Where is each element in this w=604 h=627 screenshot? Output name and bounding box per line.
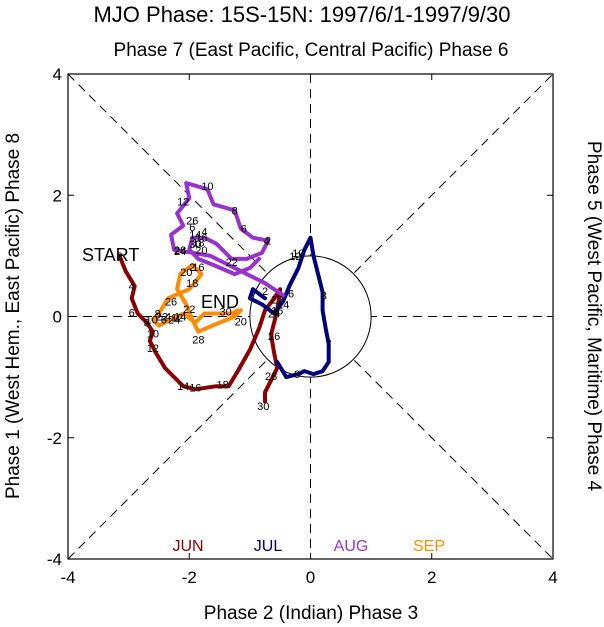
series-lines (117, 181, 331, 404)
day-label: 4 (264, 236, 270, 248)
day-label: 30 (220, 307, 232, 319)
day-label: 30 (257, 401, 269, 413)
day-label: 22 (226, 257, 238, 269)
legend-jul: JUL (254, 538, 283, 555)
day-label: 8 (144, 318, 150, 330)
diagonal-line (67, 73, 554, 560)
day-label: 10 (146, 315, 158, 327)
day-label: 8 (155, 308, 161, 320)
day-label: 10 (201, 181, 213, 193)
day-label: 4 (165, 312, 171, 324)
x-tick-label: -2 (182, 568, 197, 587)
day-label: 20 (180, 267, 192, 279)
day-label: 30 (189, 239, 201, 251)
day-label: 28 (192, 335, 204, 347)
day-label: 16 (192, 262, 204, 274)
day-label: 2 (189, 262, 195, 274)
x-tick-label: 0 (306, 568, 315, 587)
day-label: 6 (288, 288, 294, 300)
right-phase-label: Phase 5 (West Pacific, Maritime) Phase 4 (583, 141, 604, 492)
left-phase-label: Phase 1 (West Hem., East Pacific) Phase … (3, 133, 24, 499)
day-label: 14 (277, 299, 289, 311)
day-label: 2 (265, 236, 271, 248)
day-label: 18 (216, 379, 228, 391)
day-label: 14 (189, 230, 201, 242)
day-label: 28 (265, 371, 277, 383)
legend-aug: AUG (334, 538, 369, 555)
day-label: 12 (171, 313, 183, 325)
end-label: END (201, 292, 239, 312)
series-line-jun (117, 253, 283, 404)
day-label: 16 (189, 382, 201, 394)
start-label: START (82, 245, 139, 265)
day-label: 24 (268, 308, 280, 320)
day-label: 22 (183, 304, 195, 316)
day-label: 24 (174, 246, 186, 258)
day-label: 12 (289, 251, 301, 263)
day-label: 18 (192, 238, 204, 250)
day-label: 28 (174, 245, 186, 257)
day-label: 4 (201, 227, 207, 239)
day-label: 6 (241, 224, 247, 236)
day-label: 14 (174, 312, 186, 324)
day-label: 2 (116, 251, 122, 263)
day-label: 6 (129, 307, 135, 319)
x-tick-label: 4 (548, 568, 557, 587)
y-tick-label: -4 (47, 550, 62, 569)
day-label: 20 (195, 245, 207, 257)
series-line-sep (150, 263, 243, 334)
day-label: 16 (195, 233, 207, 245)
day-label: 10 (147, 328, 159, 340)
day-label: 26 (186, 216, 198, 228)
day-label: 12 (147, 343, 159, 355)
x-tick-label: 2 (427, 568, 436, 587)
day-label: 20 (235, 316, 247, 328)
phase-guides (67, 73, 554, 560)
day-label: 22 (271, 295, 283, 307)
day-label: 16 (271, 305, 283, 317)
unit-circle (249, 255, 372, 378)
y-tick-label: 0 (53, 308, 62, 327)
day-label: 24 (168, 315, 180, 327)
day-label: 6 (161, 315, 167, 327)
day-label: 7 (326, 339, 332, 351)
day-label: 26 (165, 296, 177, 308)
series-line-aug (169, 181, 286, 298)
y-tick-label: 2 (53, 186, 62, 205)
series-line-jul (247, 235, 331, 380)
day-label: 2 (262, 286, 268, 298)
bottom-phase-label: Phase 2 (Indian) Phase 3 (204, 603, 418, 624)
legend: JUN JUL AUG SEP (172, 538, 445, 555)
diagonal-line (67, 73, 554, 560)
day-label: 10 (292, 248, 304, 260)
top-phase-label: Phase 7 (East Pacific, Central Pacific) … (114, 40, 509, 61)
day-label: 6 (189, 222, 195, 234)
day-label: 14 (177, 381, 189, 393)
day-label: 26 (268, 331, 280, 343)
y-tick-label: 4 (53, 65, 62, 84)
chart-title: MJO Phase: 15S-15N: 1997/6/1-1997/9/30 (93, 2, 510, 27)
day-label: 4 (272, 307, 278, 319)
day-label: 9 (294, 369, 300, 381)
day-label: 8 (321, 290, 327, 302)
day-label: 18 (186, 278, 198, 290)
day-label: 8 (232, 205, 238, 217)
day-label: 4 (129, 281, 135, 293)
x-tick-label: -4 (60, 568, 75, 587)
legend-sep: SEP (413, 538, 445, 555)
legend-jun: JUN (172, 538, 203, 555)
y-tick-label: -2 (47, 429, 62, 448)
day-label: 22 (156, 312, 168, 324)
day-label: 12 (177, 196, 189, 208)
